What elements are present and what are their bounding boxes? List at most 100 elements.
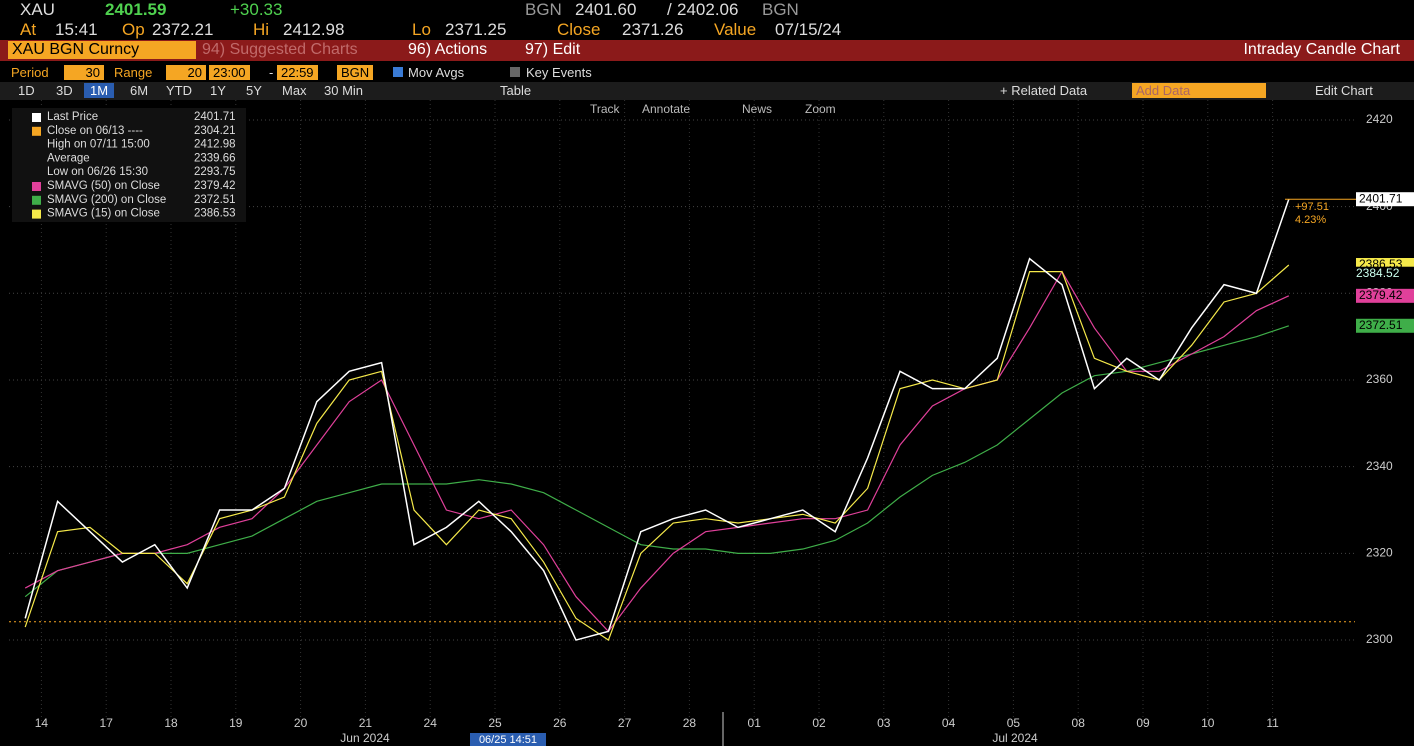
- legend-value: 2339.66: [194, 152, 236, 164]
- toggle[interactable]: Mov Avgs: [408, 65, 465, 80]
- month-label: Jul 2024: [992, 731, 1038, 745]
- security[interactable]: XAU BGN Curncy: [8, 41, 196, 59]
- label: Close: [557, 20, 601, 39]
- x-tick-label: 10: [1201, 716, 1215, 730]
- checkbox[interactable]: [393, 67, 403, 77]
- dash: -: [269, 65, 274, 80]
- price-tag-bg: [1356, 318, 1414, 333]
- legend-value: 2304.21: [194, 125, 236, 137]
- button[interactable]: 3D: [56, 83, 73, 98]
- x-tick-label: 04: [942, 716, 956, 730]
- legend-label: SMAVG (50) on Close: [47, 180, 160, 192]
- ticker: XAU: [20, 0, 55, 19]
- price-tag: 2379.42: [1359, 288, 1403, 302]
- button[interactable]: 1D: [18, 83, 35, 98]
- legend-label: High on 07/11 15:00: [47, 139, 150, 151]
- legend-swatch: [32, 113, 41, 122]
- x-tick-label: 18: [164, 716, 178, 730]
- x-tick-label: 27: [618, 716, 632, 730]
- label: Value: [714, 20, 757, 39]
- button[interactable]: 6M: [130, 83, 149, 98]
- value: 2371.25: [445, 20, 507, 39]
- toggle[interactable]: Key Events: [526, 65, 592, 80]
- series-line: [24, 270, 1290, 633]
- date-flag: 06/25 14:51: [479, 734, 537, 746]
- menu[interactable]: 96) Actions: [408, 41, 488, 58]
- header: XAU 2401.59 +30.33 BGN 2401.60 / 2402.06…: [0, 0, 1414, 40]
- checkbox[interactable]: [510, 67, 520, 77]
- legend-label: Close on 06/13 ----: [47, 125, 143, 137]
- change-note: +97.51: [1295, 201, 1329, 213]
- ask: 2402.06: [677, 0, 739, 19]
- legend-value: 2401.71: [194, 111, 236, 123]
- x-tick-label: 21: [359, 716, 373, 730]
- source: BGN: [762, 0, 799, 19]
- label: Lo: [412, 20, 431, 39]
- legend-label: Last Price: [47, 111, 98, 123]
- month-label: Jun 2024: [340, 731, 390, 745]
- x-tick-label: 17: [100, 716, 114, 730]
- legend-value: 2372.51: [194, 194, 236, 206]
- field[interactable]: BGN: [337, 65, 374, 80]
- label: Op: [122, 20, 145, 39]
- price-tag-bg: [1356, 266, 1414, 281]
- change-pct: 4.23%: [1295, 214, 1326, 226]
- button[interactable]: Max: [282, 83, 307, 98]
- button-row: Table + Related Data Add Data Edit Chart…: [0, 82, 1414, 100]
- x-tick-label: 02: [812, 716, 826, 730]
- field[interactable]: 20: [166, 65, 206, 80]
- button[interactable]: + Related Data: [1000, 83, 1088, 98]
- button[interactable]: 1M: [84, 83, 115, 98]
- x-tick-label: 26: [553, 716, 567, 730]
- button[interactable]: 5Y: [246, 83, 262, 98]
- label: Period: [11, 65, 49, 80]
- tool[interactable]: News: [742, 102, 773, 116]
- label: At: [20, 20, 37, 39]
- legend-bg: [12, 108, 246, 222]
- button[interactable]: 30 Min: [324, 83, 364, 98]
- button[interactable]: YTD: [166, 83, 192, 98]
- menu[interactable]: 94) Suggested Charts: [202, 41, 358, 58]
- field[interactable]: 30: [64, 65, 104, 80]
- change: +30.33: [230, 0, 283, 19]
- button[interactable]: 1Y: [210, 83, 226, 98]
- x-tick-label: 03: [877, 716, 891, 730]
- bid: 2401.60: [575, 0, 637, 19]
- x-tick-label: 08: [1072, 716, 1086, 730]
- series-line: [24, 264, 1290, 641]
- button[interactable]: Edit Chart: [1315, 83, 1373, 98]
- legend-label: Average: [47, 152, 90, 164]
- field[interactable]: 23:00: [209, 65, 250, 80]
- legend-swatch: [32, 126, 41, 136]
- series-line: [24, 325, 1289, 598]
- value: 15:41: [55, 20, 98, 39]
- legend-swatch: [32, 195, 41, 205]
- x-tick-label: 24: [424, 716, 438, 730]
- price-tag-bg: [1356, 288, 1414, 303]
- legend-label: Low on 06/26 15:30: [47, 166, 148, 178]
- value: 2371.26: [622, 20, 684, 39]
- tool[interactable]: Annotate: [642, 102, 691, 116]
- field[interactable]: 22:59: [277, 65, 318, 80]
- tool[interactable]: Track: [590, 102, 620, 116]
- chart-name: Intraday Candle Chart: [1243, 41, 1400, 58]
- legend-swatch: [32, 182, 41, 191]
- price: 2401.59: [105, 0, 167, 19]
- button[interactable]: Table: [500, 83, 532, 98]
- menu[interactable]: 97) Edit: [525, 41, 581, 58]
- x-tick-label: 11: [1266, 716, 1279, 730]
- y-tick-label: 2300: [1366, 632, 1393, 646]
- x-tick-label: 25: [488, 716, 502, 730]
- value: 2372.21: [152, 20, 214, 39]
- legend-value: 2386.53: [194, 208, 236, 220]
- x-tick-label: 05: [1007, 716, 1021, 730]
- legend-value: 2379.42: [194, 180, 236, 192]
- tool[interactable]: Zoom: [805, 102, 836, 116]
- y-tick-label: 2340: [1366, 459, 1393, 473]
- series-line: [24, 198, 1290, 641]
- sep: /: [667, 0, 672, 19]
- input[interactable]: Add Data: [1132, 83, 1266, 98]
- source: BGN: [525, 0, 562, 19]
